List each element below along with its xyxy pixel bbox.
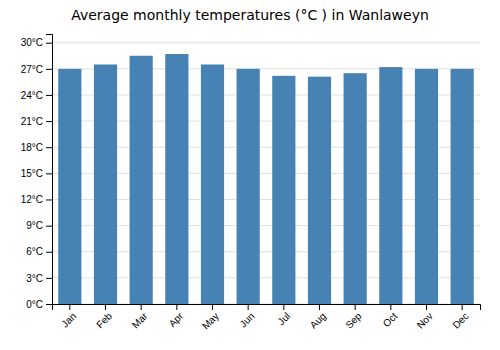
x-tick: Nov [415,304,435,331]
y-axis: 0°C 3°C 6°C 9°C 12°C 15°C 18°C 21°C 24°C 27°C 30°C [21,35,53,310]
y-tick-label: 24°C [21,90,43,101]
x-tick-mark [176,304,177,310]
y-tick: 9°C [26,220,52,231]
bar [165,54,188,304]
y-tick-label: 9°C [26,220,43,231]
x-tick: Jun [237,304,256,330]
x-tick: Feb [94,304,114,330]
y-tick-mark [46,95,52,96]
x-tick-mark [355,304,356,310]
x-tick-label: Feb [94,310,114,330]
y-tick: 18°C [21,142,52,153]
x-tick: Apr [167,304,186,329]
y-tick: 3°C [26,273,52,284]
bar [451,69,474,304]
y-tick-label: 0°C [26,299,43,310]
y-tick: 12°C [21,194,52,205]
y-tick-label: 3°C [26,273,43,284]
y-tick: 27°C [21,64,52,75]
x-tick: Dec [450,304,470,331]
y-tick: 24°C [21,90,52,101]
chart: Average monthly temperatures (°C ) in Wa… [0,0,500,350]
y-tick-label: 15°C [21,168,43,179]
y-tick-label: 18°C [21,142,43,153]
plot: 0°C 3°C 6°C 9°C 12°C 15°C 18°C 21°C 24°C 27°C 30°C… [21,35,481,332]
x-axis-line [53,305,481,311]
x-tick-label: Dec [450,310,470,330]
x-tick-label: Oct [381,310,400,329]
y-tick-mark [46,199,52,200]
y-tick-label: 6°C [26,246,43,257]
y-tick-mark [46,278,52,279]
grid-line [52,42,480,43]
bar [58,69,81,304]
bar [344,73,367,304]
title: Average monthly temperatures (°C ) in Wa… [71,7,429,23]
x-tick-mark [248,304,249,310]
y-tick-mark [46,43,52,44]
y-tick: 6°C [26,246,52,257]
y-axis-line [46,35,53,305]
bar [94,64,117,304]
bar [130,56,153,304]
x-tick-label: Jun [237,310,256,329]
x-tick: Oct [381,304,400,329]
bar [201,64,224,304]
bar [415,69,438,304]
y-tick-mark [46,226,52,227]
x-tick: Jul [275,304,292,327]
x-tick-mark [426,304,427,310]
y-tick-label: 12°C [21,194,43,205]
x-tick-mark [283,304,284,310]
bar [272,76,295,304]
x-tick-label: Aug [308,310,328,330]
grid [52,43,480,304]
y-tick: 21°C [21,116,52,127]
y-tick-label: 27°C [21,64,43,75]
bars [58,54,474,304]
x-tick-mark [105,304,106,310]
x-tick-label: Sep [343,310,364,331]
x-tick-mark [462,304,463,310]
x-tick-mark [212,304,213,310]
x-tick-mark [69,304,70,310]
bar [237,69,260,304]
x-tick-label: Jul [275,310,292,327]
y-tick-mark [46,304,52,305]
x-tick-mark [141,304,142,310]
y-tick-mark [46,147,52,148]
y-tick-mark [46,252,52,253]
x-tick-label: Apr [167,310,186,329]
bar [308,77,331,304]
y-tick-mark [46,173,52,174]
x-tick: Jan [59,304,78,330]
y-tick-mark [46,121,52,122]
x-axis: Jan Feb Mar Apr May Jun Jul Aug Sep Oct Nov Dec [53,304,481,332]
x-tick-label: May [200,310,221,331]
y-tick-label: 30°C [21,37,43,48]
x-tick: Sep [343,304,364,331]
x-tick-mark [390,304,391,310]
y-tick: 0°C [26,299,52,310]
x-tick: Mar [130,304,150,330]
x-tick-mark [319,304,320,310]
y-tick-mark [46,69,52,70]
bar [379,67,402,304]
x-tick-label: Mar [130,310,150,330]
y-tick-label: 21°C [21,116,43,127]
x-tick-label: Jan [59,310,78,329]
y-tick: 15°C [21,168,52,179]
y-tick: 30°C [21,37,52,48]
x-tick-label: Nov [415,310,435,330]
x-tick: Aug [308,304,328,331]
x-tick: May [200,304,221,332]
